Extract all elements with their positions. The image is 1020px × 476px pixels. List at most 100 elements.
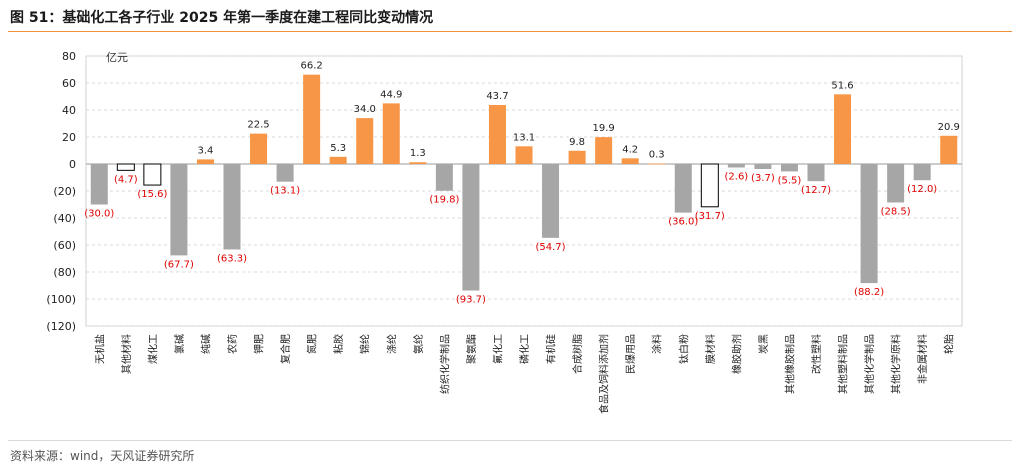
x-tick-label: 有机硅 [545,334,558,364]
x-tick-label: 锦纶 [359,334,372,354]
bar [382,103,400,164]
bar [754,164,772,169]
data-label: (15.6) [137,189,167,200]
y-tick-label: (100) [46,293,76,306]
data-label: 51.6 [831,80,853,91]
x-tick-label: 氮肥 [306,334,319,354]
bar [595,137,613,164]
x-tick-label: 纺织化学制品 [438,334,451,394]
x-tick-label: 橡胶助剂 [730,334,743,374]
bar [223,164,241,250]
data-label: 34.0 [354,104,376,115]
data-label: (93.7) [456,294,486,305]
data-label: 0.3 [649,150,665,161]
chart-area: 80 60 40 20 0 (20) (40) (60) (80) (100) (120) 亿元 (30… [0,30,1020,440]
data-label: 19.9 [593,123,615,134]
bar [542,164,560,238]
bar [568,150,586,164]
bar [116,163,135,171]
data-label: (4.7) [114,174,138,185]
x-tick-label: 民爆用品 [625,334,637,374]
x-tick-label: 非金属材料 [916,334,929,384]
x-tick-label: 其他橡胶制品 [783,334,796,394]
bar [250,133,268,164]
x-tick-label: 磷化工 [518,334,531,364]
data-label: (3.7) [751,173,775,184]
data-label: 9.8 [569,137,585,148]
bar [860,164,878,284]
data-label: 43.7 [486,91,508,102]
title-rule [8,31,1012,32]
x-tick-label: 粘胶 [332,334,345,354]
data-label: 13.1 [513,132,535,143]
x-tick-label: 改性塑料 [810,334,823,374]
y-tick-label: 40 [62,104,76,117]
x-tick-label: 其他化学原料 [890,334,903,394]
y-tick-label: 20 [62,131,76,144]
figure-title: 图 51：基础化工各子行业 2025 年第一季度在建工程同比变动情况 [10,10,434,26]
bar [356,118,374,164]
x-tick-label: 氯碱 [173,334,186,354]
bar [90,164,108,205]
bar [462,164,480,291]
data-label: 44.9 [380,89,402,100]
x-tick-label: 钛白粉 [677,334,690,364]
x-tick-label: 聚氨酯 [465,334,478,364]
data-label: 3.4 [198,145,214,156]
data-label: (5.5) [778,175,802,186]
data-label: 4.2 [622,144,638,155]
y-tick-label: (60) [53,239,76,252]
data-label: (12.7) [801,185,831,196]
x-tick-label: 钾肥 [253,334,266,354]
bar [143,163,162,186]
data-label: (19.8) [429,195,459,206]
bar [276,164,294,182]
x-tick-label: 农药 [226,334,239,354]
y-tick-label: (40) [53,212,76,225]
x-tick-label: 轮胎 [943,334,956,354]
bar-chart: 80 60 40 20 0 (20) (40) (60) (80) (100) (120) 亿元 (30… [46,50,963,414]
data-label: (88.2) [854,287,884,298]
x-tick-label: 食品及饲料添加剂 [598,334,611,414]
bar [940,135,958,164]
y-tick-label: 60 [62,77,76,90]
x-tick-label: 炭黑 [758,334,770,354]
source-note: 资料来源：wind，天风证券研究所 [10,449,195,463]
y-tick-label: 0 [69,158,76,171]
x-tick-label: 涤纶 [385,334,398,354]
bar [435,164,453,191]
x-tick-label: 其他塑料制品 [837,334,850,394]
bar [303,74,321,164]
x-tick-label: 合成树脂 [571,334,584,374]
y-tick-label: 80 [62,50,76,63]
bar [196,159,214,164]
bar [913,164,931,181]
data-label: (63.3) [217,253,247,264]
bar [700,163,719,208]
x-tick-label: 纯碱 [199,334,212,354]
bar [727,164,745,168]
y-unit-label: 亿元 [106,51,128,64]
x-tick-label: 其他化学制品 [863,334,876,394]
data-label: 5.3 [330,143,346,154]
x-tick-label: 膜材料 [704,334,717,364]
figure-header: 图 51：基础化工各子行业 2025 年第一季度在建工程同比变动情况 [8,4,1012,32]
y-tick-label: (80) [53,266,76,279]
bar [648,163,666,165]
data-label: 1.3 [410,148,426,159]
x-tick-label: 复合肥 [279,334,292,364]
data-label: (31.7) [695,211,725,222]
data-label: (2.6) [725,172,749,183]
footer-rule [8,440,1012,441]
x-tick-label: 氟化工 [491,334,504,364]
x-tick-label: 其他材料 [120,334,133,374]
y-tick-label: (20) [53,185,76,198]
bar [170,164,188,256]
bar [807,164,825,182]
data-label: (12.0) [907,184,937,195]
data-label: (13.1) [270,186,300,197]
data-label: 66.2 [301,61,323,72]
data-label: 22.5 [247,120,269,131]
data-label: (67.7) [164,259,194,270]
bar [674,164,692,213]
